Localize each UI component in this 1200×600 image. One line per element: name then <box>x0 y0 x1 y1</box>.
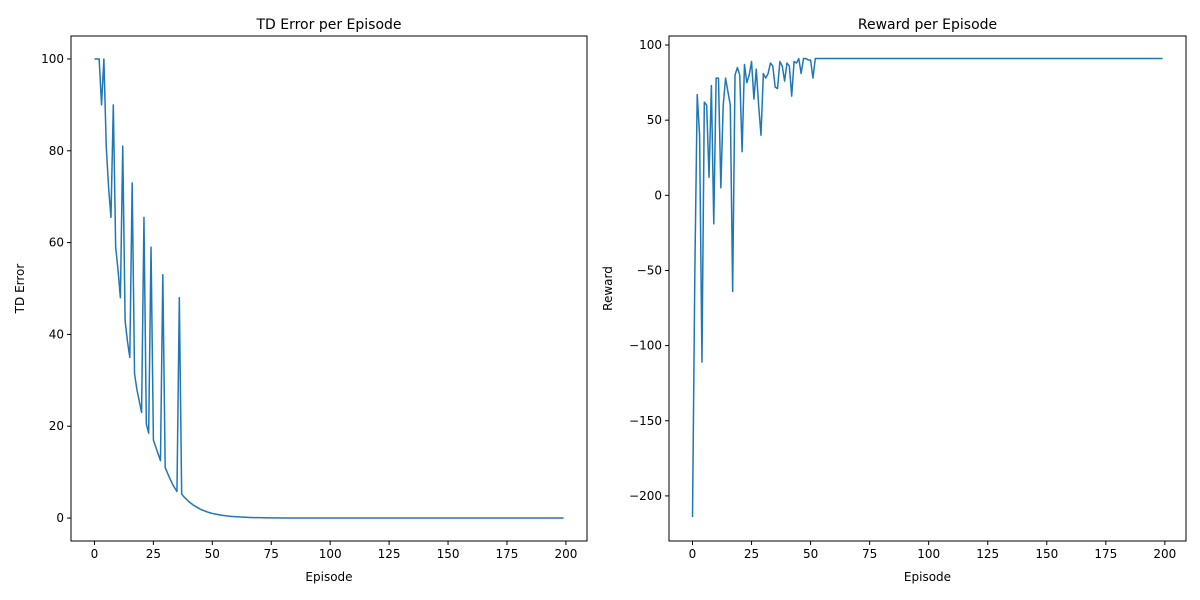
x-tick-label: 100 <box>917 547 940 561</box>
x-tick-label: 175 <box>1094 547 1117 561</box>
series-line <box>691 57 1163 517</box>
chart-title: TD Error per Episode <box>255 17 401 33</box>
x-tick-label: 200 <box>1153 547 1176 561</box>
x-tick-label: 75 <box>264 547 279 561</box>
chart-panel-1: 0 25 50 75 100 125 150 175 200 0 20 40 60 80 100 TD Err… <box>13 17 588 584</box>
y-tick-label: −50 <box>637 263 662 277</box>
chart-panel-2: 0 25 50 75 100 125 150 175 200 −200 −150 −100 −50 0 50… <box>601 17 1187 584</box>
chart-title: Reward per Episode <box>858 17 997 33</box>
y-axis-label: TD Error <box>13 264 27 315</box>
x-tick-label: 200 <box>554 547 577 561</box>
series-line <box>94 58 564 519</box>
x-tick-label: 0 <box>91 547 99 561</box>
x-tick-label: 175 <box>496 547 519 561</box>
y-tick-label: 50 <box>647 113 662 127</box>
x-tick-label: 50 <box>803 547 818 561</box>
plot-frame <box>70 35 588 542</box>
x-tick-label: 25 <box>744 547 759 561</box>
y-tick-label: 20 <box>49 419 64 433</box>
y-axis-label: Reward <box>601 266 615 311</box>
y-tick-label: −200 <box>629 489 662 503</box>
y-tick-label: 100 <box>639 38 662 52</box>
x-tick-label: 50 <box>205 547 220 561</box>
y-tick-label: 40 <box>49 327 64 341</box>
y-tick-label: 80 <box>49 144 64 158</box>
x-tick-label: 75 <box>862 547 877 561</box>
x-tick-label: 150 <box>437 547 460 561</box>
y-tick-label: 0 <box>654 188 662 202</box>
x-axis-label: Episode <box>305 570 352 584</box>
y-tick-label: 60 <box>49 236 64 250</box>
y-tick-label: −150 <box>629 414 662 428</box>
x-tick-label: 0 <box>689 547 697 561</box>
x-tick-label: 125 <box>976 547 999 561</box>
plot-frame <box>668 35 1187 542</box>
x-tick-label: 25 <box>146 547 161 561</box>
y-tick-label: −100 <box>629 339 662 353</box>
x-axis-label: Episode <box>904 570 951 584</box>
x-tick-label: 150 <box>1035 547 1058 561</box>
x-tick-label: 100 <box>319 547 342 561</box>
y-tick-label: 100 <box>41 52 64 66</box>
y-tick-label: 0 <box>56 511 64 525</box>
x-tick-label: 125 <box>378 547 401 561</box>
